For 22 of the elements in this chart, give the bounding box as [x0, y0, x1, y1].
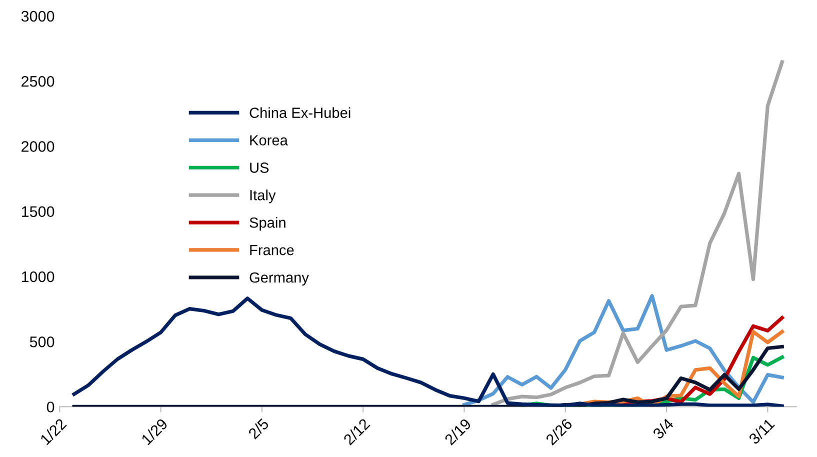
- legend-label: Korea: [250, 135, 288, 146]
- legend-label: Italy: [250, 190, 276, 204]
- legend-label: France: [250, 245, 294, 256]
- line-series: [462, 294, 784, 407]
- x-tick-label: 3/4: [652, 417, 674, 440]
- line-series: [491, 60, 784, 406]
- legend-label: Germany: [250, 272, 309, 286]
- y-tick-label: 2000: [22, 141, 54, 152]
- legend-label: China Ex-Hubei: [250, 107, 350, 118]
- legend-label: Spain: [250, 217, 286, 231]
- legend-label: US: [250, 162, 269, 173]
- x-tick-label: 2/5: [247, 418, 270, 440]
- x-tick-label: 3/11: [748, 418, 776, 445]
- y-tick-label: 500: [30, 336, 54, 348]
- y-tick-label: 1500: [22, 206, 54, 218]
- y-tick-label: 2500: [22, 76, 54, 87]
- y-tick-label: 0: [46, 402, 54, 412]
- y-tick-label: 3000: [21, 10, 54, 22]
- y-tick-label: 1000: [22, 271, 54, 282]
- line-series: [72, 296, 784, 407]
- line-series: [72, 344, 784, 407]
- x-tick-label: 1/29: [140, 418, 168, 446]
